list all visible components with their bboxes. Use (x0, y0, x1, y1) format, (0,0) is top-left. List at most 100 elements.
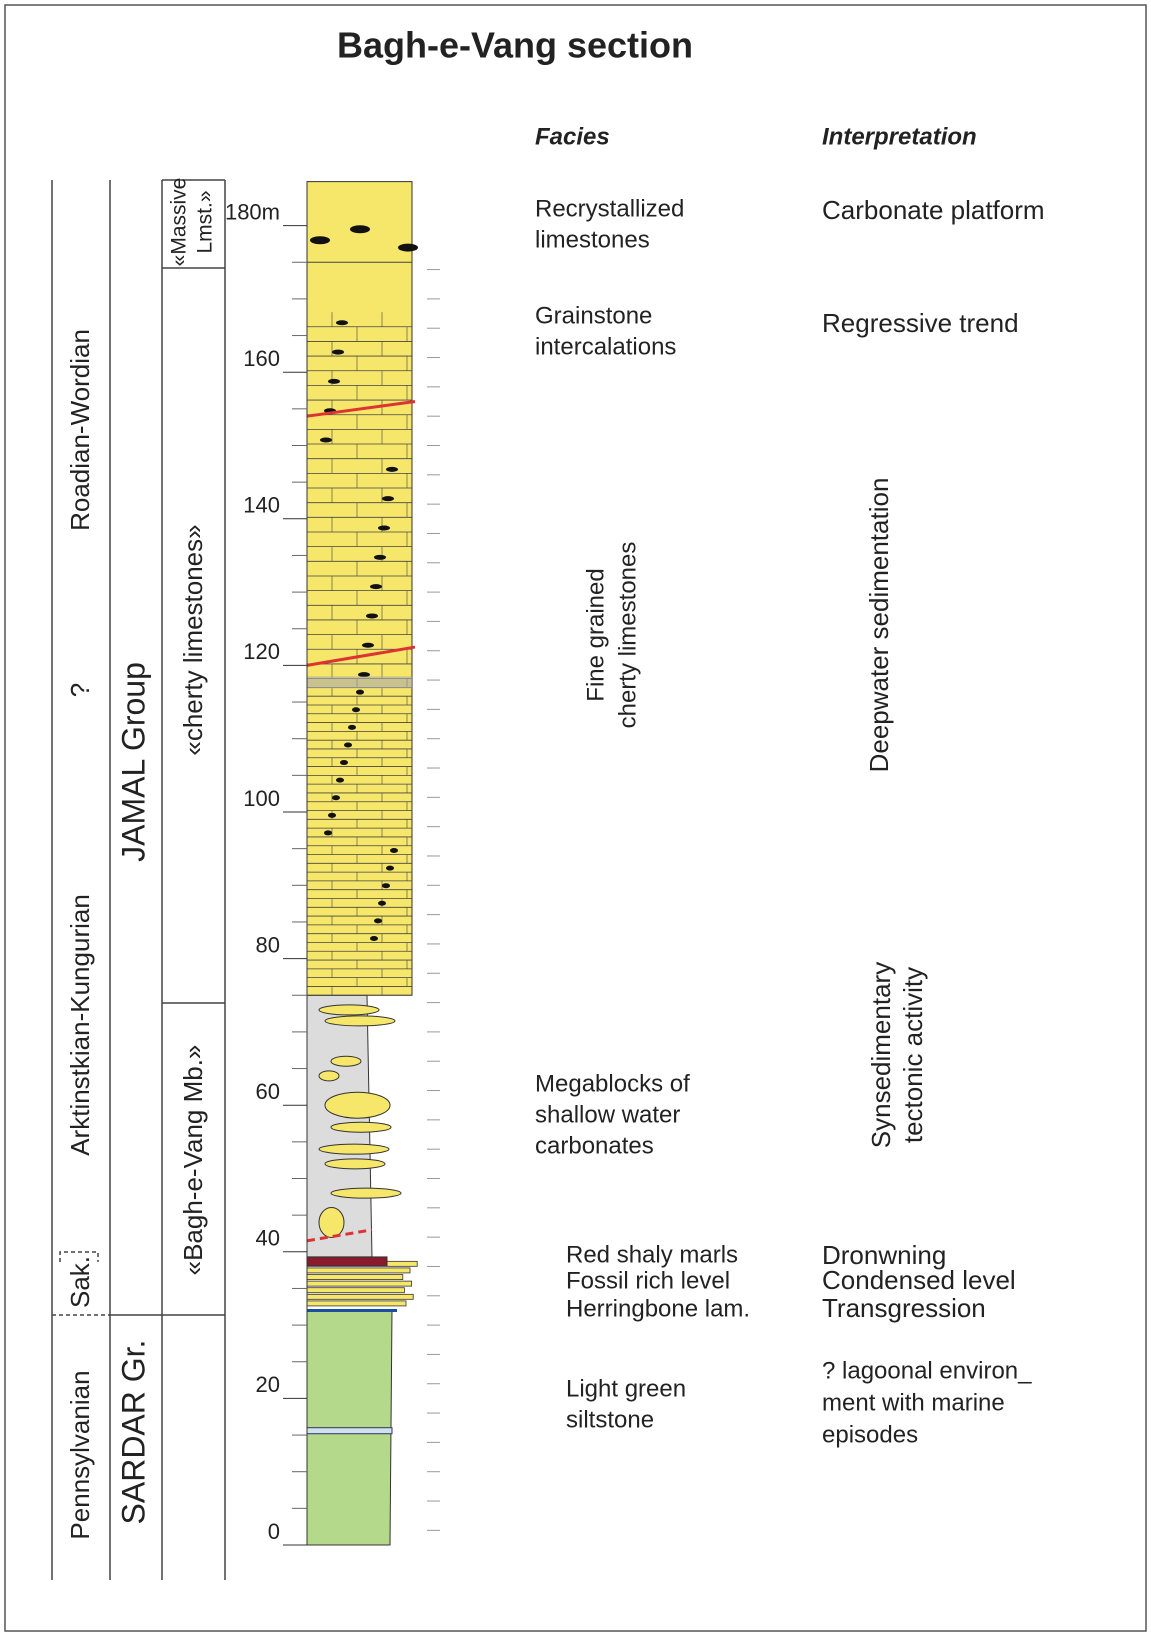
depth-label: 20 (256, 1372, 280, 1397)
depth-label: 160 (243, 346, 280, 371)
facies-label: shallow water (535, 1101, 680, 1128)
chert-nodule (366, 613, 378, 618)
interpretation-label: Synsedimentary (866, 962, 896, 1148)
title: Bagh-e-Vang section (337, 25, 693, 66)
facies-label: limestones (535, 226, 650, 253)
interpretation-label: episodes (822, 1421, 918, 1448)
depth-label: 120 (243, 639, 280, 664)
chert-nodule (310, 236, 330, 244)
grey-band (307, 676, 412, 688)
silt-band (307, 1428, 392, 1434)
facies-label: Megablocks of (535, 1070, 690, 1097)
facies-label: intercalations (535, 333, 676, 360)
facies-label: Herringbone lam. (566, 1295, 750, 1322)
chert-nodule (328, 379, 340, 384)
chert-nodule (378, 525, 390, 530)
member: «cherty limestones» (178, 524, 208, 755)
labels: Bagh-e-Vang section Facies Interpretation P… (65, 25, 1045, 1540)
chert-nodule (320, 438, 332, 443)
megablock (325, 1016, 395, 1026)
interpretation-label: Condensed level (822, 1265, 1016, 1295)
chert-nodule (332, 795, 340, 800)
depth-label: 140 (243, 493, 280, 518)
stage: ? (65, 683, 95, 697)
depth-label: 80 (256, 932, 280, 957)
depth-axis: 0 20 40 60 80 100 120 140 160 180m (225, 182, 307, 1545)
facies-label: cherty limestones (614, 542, 641, 729)
facies-label: carbonates (535, 1132, 654, 1159)
megablock (319, 1071, 339, 1081)
interpretation-label: Regressive trend (822, 308, 1019, 338)
chert-nodule (324, 830, 332, 835)
column-header: Facies (535, 123, 610, 150)
chert-nodule (386, 467, 398, 472)
depth-label: 100 (243, 786, 280, 811)
facies-label: siltstone (566, 1406, 654, 1433)
thin-bed (307, 1281, 412, 1286)
section-figure: 0 20 40 60 80 100 120 140 160 180m Bagh-e-Vang se… (0, 0, 1151, 1636)
chert-nodule (362, 643, 374, 648)
chert-nodule (378, 901, 386, 906)
chert-nodule (374, 918, 382, 923)
megablock (331, 1056, 361, 1066)
megablock (325, 1092, 390, 1118)
chert-nodule (358, 672, 370, 677)
thin-bed (307, 1288, 404, 1293)
chert-nodule (370, 936, 378, 941)
interpretation-label: Transgression (822, 1293, 986, 1323)
facies-label: Fossil rich level (566, 1267, 730, 1294)
megablock (319, 1005, 379, 1015)
stage: Arktinstkian-Kungurian (65, 894, 95, 1156)
depth-label: 0 (268, 1519, 280, 1544)
facies-label: Light green (566, 1375, 686, 1402)
chert-nodule (386, 866, 394, 871)
chert-nodule (348, 725, 356, 730)
group: SARDAR Gr. (115, 1340, 151, 1525)
chert-nodule (382, 883, 390, 888)
thin-bed (307, 1275, 403, 1280)
depth-label: 60 (256, 1079, 280, 1104)
chert-nodule (398, 244, 418, 252)
chert-nodule (344, 742, 352, 747)
chert-nodule (350, 225, 370, 233)
interpretation-label: ment with marine (822, 1389, 1005, 1416)
thin-bed (307, 1268, 410, 1273)
megablock (319, 1207, 344, 1237)
member: Lmst.» (194, 190, 217, 253)
lithologic-column (307, 182, 440, 1545)
column-header: Interpretation (822, 123, 977, 150)
facies-label: Fine grained (582, 568, 609, 701)
red-marl (307, 1257, 387, 1266)
megablock (331, 1188, 401, 1198)
stage: Sak. (65, 1256, 95, 1308)
stage: Pennsylvanian (65, 1370, 95, 1539)
member: «Massive (168, 178, 191, 267)
stage: Roadian-Wordian (65, 329, 95, 531)
thin-bed (307, 1294, 413, 1299)
chert-nodule (332, 350, 344, 355)
chert-nodule (374, 555, 386, 560)
depth-label: 40 (256, 1226, 280, 1251)
megablock (325, 1159, 385, 1169)
chert-nodule (356, 690, 364, 695)
interpretation-label: Deepwater sedimentation (864, 478, 894, 773)
chert-nodule (340, 760, 348, 765)
chert-nodule (370, 584, 382, 589)
depth-label: 180m (225, 199, 280, 224)
facies-label: Red shaly marls (566, 1241, 738, 1268)
megablock (319, 1144, 389, 1154)
chert-nodule (390, 848, 398, 853)
facies-label: Recrystallized (535, 195, 684, 222)
chert-nodule (352, 707, 360, 712)
facies-label: Grainstone (535, 302, 652, 329)
group: JAMAL Group (115, 662, 151, 862)
chert-nodule (328, 813, 336, 818)
interpretation-label: ? lagoonal environ_ (822, 1357, 1032, 1384)
cherty-limestone (307, 182, 412, 996)
megablock (331, 1122, 391, 1132)
interpretation-label: Carbonate platform (822, 195, 1045, 225)
thin-bed (307, 1301, 406, 1306)
member: «Bagh-e-Vang Mb.» (178, 1045, 208, 1276)
chert-nodule (382, 496, 394, 501)
interpretation-label: tectonic activity (898, 967, 928, 1143)
